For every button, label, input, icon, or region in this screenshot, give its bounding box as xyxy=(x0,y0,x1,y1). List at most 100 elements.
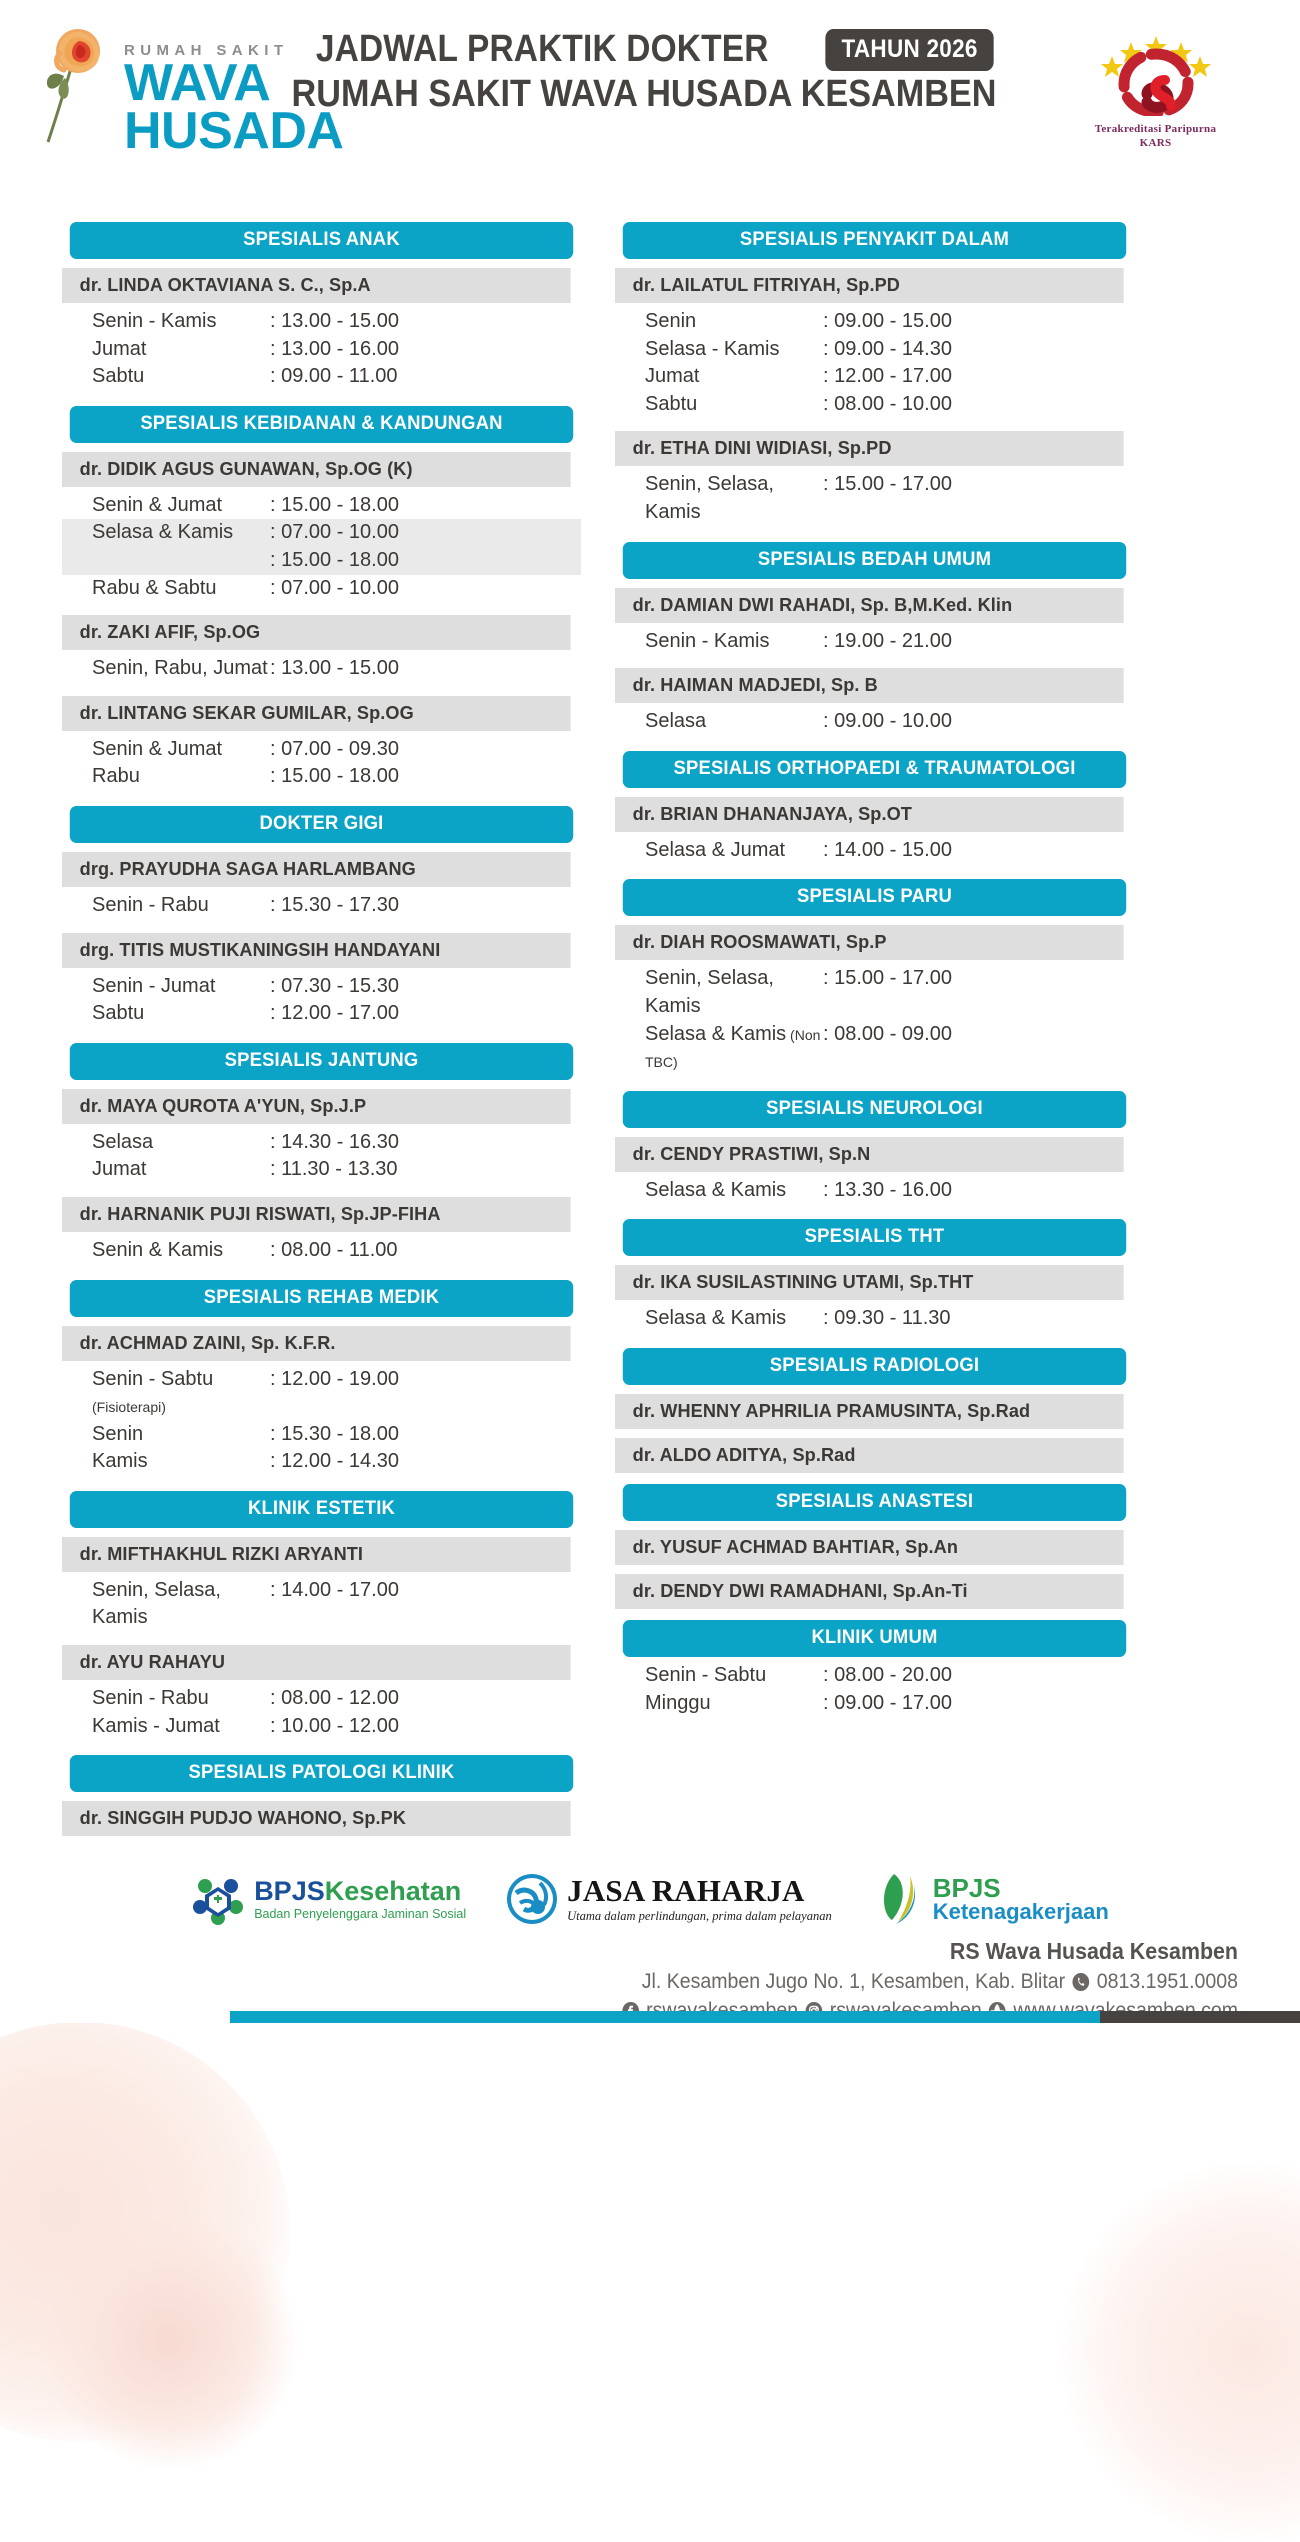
schedule-row: Rabu : 15.00 - 18.00 xyxy=(62,763,581,791)
schedule-row: Senin - Jumat: 07.30 - 15.30 xyxy=(62,973,581,1001)
schedule-row: Senin - Rabu: 08.00 - 12.00 xyxy=(62,1685,581,1713)
schedule-day: Senin & Jumat xyxy=(92,737,223,760)
partner-logos: BPJSKesehatan Badan Penyelenggara Jamina… xyxy=(0,1862,1300,1932)
schedule-time: : 07.30 - 15.30 xyxy=(270,974,399,997)
doctor-name: dr. YUSUF ACHMAD BAHTIAR, Sp.An xyxy=(615,1529,1124,1565)
schedule-day-note: (Non TBC) xyxy=(645,1026,821,1071)
schedule-time: : 14.30 - 16.30 xyxy=(270,1130,399,1153)
schedule-row: Selasa: 09.00 - 10.00 xyxy=(615,708,1134,736)
schedule-table: Senin - Rabu: 08.00 - 12.00 Kamis - Jumat… xyxy=(62,1680,581,1744)
schedule-table: Selasa: 09.00 - 10.00 xyxy=(615,703,1134,740)
doctor-name: dr. DIAH ROOSMAWATI, Sp.P xyxy=(615,925,1124,961)
schedule-table: Selasa & Jumat: 14.00 - 15.00 xyxy=(615,832,1134,869)
schedule-table: Selasa & Kamis: 13.30 - 16.00 xyxy=(615,1172,1134,1209)
schedule-day: Senin - Sabtu xyxy=(645,1663,767,1686)
schedule-time: : 12.00 - 17.00 xyxy=(823,365,952,388)
schedule-table: Senin - Sabtu: 08.00 - 20.00 Minggu: 09.0… xyxy=(615,1657,1134,1721)
schedule-time: : 08.00 - 10.00 xyxy=(823,392,952,415)
schedule-day: Senin xyxy=(92,1422,144,1445)
schedule-table: Senin, Selasa, Kamis: 15.00 - 17.00 Selas… xyxy=(615,960,1134,1079)
schedule-day: Sabtu xyxy=(645,392,698,415)
schedule-day: Senin - Rabu xyxy=(92,1687,209,1710)
schedule-time: : 13.00 - 15.00 xyxy=(270,310,399,332)
section-header: SPESIALIS ANASTESI xyxy=(622,1483,1127,1521)
schedule-row: Senin - Kamis: 19.00 - 21.00 xyxy=(615,628,1134,656)
schedule-row: Senin & Jumat : 07.00 - 09.30 xyxy=(62,736,581,764)
schedule-row: Senin - Rabu: 15.30 - 17.30 xyxy=(62,892,581,920)
kars-q-icon xyxy=(1100,36,1211,118)
schedule-time: : 07.00 - 09.30 xyxy=(270,737,399,760)
schedule-time: : 14.00 - 17.00 xyxy=(270,1578,399,1601)
bottom-accent-bar xyxy=(0,2011,1300,2024)
schedule-row: Senin & Kamis: 08.00 - 11.00 xyxy=(62,1237,581,1265)
schedule-day: Kamis xyxy=(92,1450,148,1473)
schedule-row: Selasa - Kamis: 09.00 - 14.30 xyxy=(615,336,1134,364)
schedule-row: Senin - Kamis: 13.00 - 15.00 xyxy=(62,308,581,336)
doctor-name: dr. LAILATUL FITRIYAH, Sp.PD xyxy=(615,268,1124,303)
section-header: SPESIALIS KEBIDANAN & KANDUNGAN xyxy=(69,405,574,443)
schedule-day: Selasa - Kamis xyxy=(645,337,780,360)
section-header: KLINIK UMUM xyxy=(622,1619,1127,1657)
schedule-columns: SPESIALIS ANAK dr. LINDA OKTAVIANA S. C.,… xyxy=(0,200,1300,1837)
schedule-table: Senin - Jumat: 07.30 - 15.30 Sabtu: 12.00… xyxy=(62,968,581,1032)
contact-phone[interactable]: 0813.1951.0008 xyxy=(1096,1970,1238,1994)
logo-kicker: RUMAH SAKIT xyxy=(124,42,289,59)
whatsapp-icon xyxy=(1072,1972,1091,1992)
schedule-row: Rabu & Sabtu: 07.00 - 10.00 xyxy=(62,575,581,603)
schedule-row: Senin, Selasa, Kamis: 15.00 - 17.00 xyxy=(615,471,1134,526)
schedule-day: Jumat xyxy=(645,365,700,388)
page-header: RUMAH SAKIT WAVA HUSADA Terakreditasi Pa… xyxy=(0,0,1300,200)
schedule-row: Senin : 15.30 - 18.00 xyxy=(62,1421,581,1449)
logo-name-line2: HUSADA xyxy=(124,102,344,161)
schedule-day: Rabu xyxy=(92,765,140,788)
jasa-raharja-icon xyxy=(507,1874,558,1925)
schedule-time: : 15.00 - 18.00 xyxy=(270,765,399,788)
schedule-time: : 08.00 - 09.00 xyxy=(823,1022,952,1045)
doctor-name: drg. PRAYUDHA SAGA HARLAMBANG xyxy=(62,851,571,887)
schedule-time: : 11.30 - 13.30 xyxy=(270,1158,398,1181)
schedule-table: Senin - Sabtu (Fisioterapi) : 12.00 - 19.… xyxy=(62,1361,581,1480)
schedule-row: Senin, Rabu, Jumat: 13.00 - 15.00 xyxy=(62,655,581,683)
schedule-day: Senin & Jumat xyxy=(92,493,223,516)
background-rose-right xyxy=(1060,2162,1300,2542)
doctor-name: dr. HAIMAN MADJEDI, Sp. B xyxy=(615,668,1124,704)
schedule-day: Selasa xyxy=(92,1130,154,1153)
schedule-time: : 09.00 - 17.00 xyxy=(823,1691,952,1714)
section-header: SPESIALIS REHAB MEDIK xyxy=(69,1279,574,1317)
partner-bpjs-ketenagakerjaan: BPJS Ketenagakerjaan xyxy=(872,1872,1109,1926)
doctor-name: dr. IKA SUSILASTINING UTAMI, Sp.THT xyxy=(615,1265,1124,1301)
logo-name-line1: WAVA xyxy=(124,54,271,112)
doctor-name: dr. DIDIK AGUS GUNAWAN, Sp.OG (K) xyxy=(62,451,571,487)
schedule-row: Selasa : 14.30 - 16.30 xyxy=(62,1129,581,1157)
kars-accreditation-logo: Terakreditasi Paripurna KARS xyxy=(1063,32,1248,151)
schedule-table: Senin - Rabu: 15.30 - 17.30 xyxy=(62,887,581,924)
kars-caption: Terakreditasi Paripurna KARS xyxy=(1063,123,1248,151)
doctor-name: dr. MAYA QUROTA A'YUN, Sp.J.P xyxy=(62,1088,571,1124)
jasa-raharja-tagline: Utama dalam perlindungan, prima dalam pe… xyxy=(567,1908,832,1923)
schedule-day: Rabu & Sabtu xyxy=(92,576,217,599)
schedule-time: : 12.00 - 14.30 xyxy=(270,1450,399,1473)
doctor-name: dr. DENDY DWI RAMADHANI, Sp.An-Ti xyxy=(615,1573,1124,1609)
schedule-time: : 15.00 - 18.00 xyxy=(270,548,399,571)
partner-jasa-raharja: JASA RAHARJA Utama dalam perlindungan, p… xyxy=(506,1873,832,1925)
section-header: SPESIALIS NEUROLOGI xyxy=(622,1090,1127,1128)
schedule-row: Selasa & Kamis: 09.30 - 11.30 xyxy=(615,1305,1134,1333)
section-header: DOKTER GIGI xyxy=(69,805,574,843)
schedule-time: : 15.30 - 18.00 xyxy=(270,1422,399,1445)
doctor-name: dr. ALDO ADITYA, Sp.Rad xyxy=(615,1437,1124,1473)
title-line-1: JADWAL PRAKTIK DOKTER xyxy=(316,28,769,70)
bpjs-kesehatan-sub: Badan Penyelenggara Jaminan Sosial xyxy=(254,1907,467,1921)
section-header: SPESIALIS ORTHOPAEDI & TRAUMATOLOGI xyxy=(622,750,1127,788)
schedule-time: : 12.00 - 19.00 xyxy=(270,1367,399,1390)
schedule-time: : 08.00 - 20.00 xyxy=(823,1663,952,1686)
schedule-day: Senin - Sabtu (Fisioterapi) xyxy=(92,1367,214,1416)
section-header: SPESIALIS BEDAH UMUM xyxy=(622,541,1127,579)
doctor-name: dr. DAMIAN DWI RAHADI, Sp. B,M.Ked. Klin xyxy=(615,587,1124,623)
left-column: SPESIALIS ANAK dr. LINDA OKTAVIANA S. C.,… xyxy=(62,222,581,1837)
bpjs-ketenagakerjaan-main2: Ketenagakerjaan xyxy=(932,1899,1109,1925)
bpjs-ketenagakerjaan-icon xyxy=(883,1874,915,1925)
page-footer: BPJSKesehatan Badan Penyelenggara Jamina… xyxy=(0,1862,1300,2024)
schedule-row: Sabtu: 12.00 - 17.00 xyxy=(62,1000,581,1028)
contact-address-line: Jl. Kesamben Jugo No. 1, Kesamben, Kab. … xyxy=(87,1970,1238,1994)
doctor-name: dr. ACHMAD ZAINI, Sp. K.F.R. xyxy=(62,1325,571,1361)
